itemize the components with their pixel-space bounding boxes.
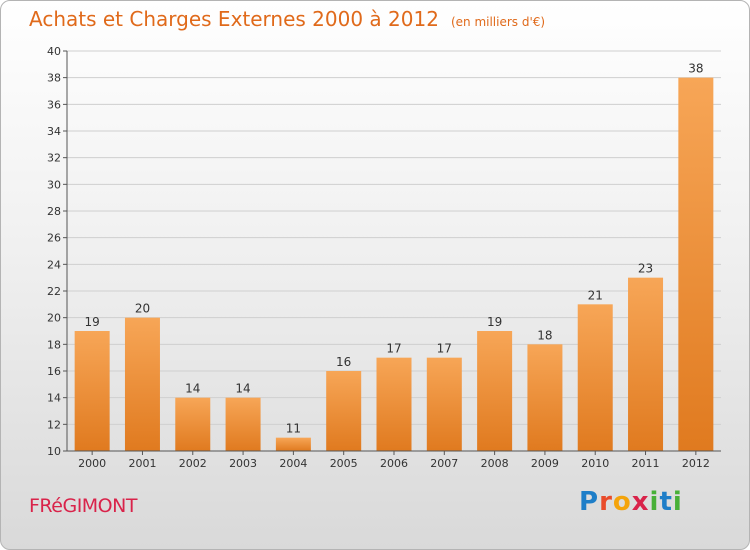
- y-tick-label: 10: [47, 445, 61, 458]
- x-tick-label: 2003: [229, 457, 257, 470]
- y-tick-label: 16: [47, 365, 61, 378]
- y-tick-label: 38: [47, 72, 61, 85]
- logo-letter: r: [599, 487, 613, 517]
- bar: [326, 371, 362, 451]
- bar-value-label: 16: [336, 355, 351, 369]
- bar-value-label: 17: [437, 342, 452, 356]
- bar-value-label: 23: [638, 262, 653, 276]
- bar: [628, 277, 664, 451]
- proxiti-logo: Proxiti: [579, 487, 683, 517]
- x-tick-label: 2000: [78, 457, 106, 470]
- bar: [275, 437, 311, 451]
- y-tick-label: 24: [47, 258, 61, 271]
- y-tick-label: 18: [47, 338, 61, 351]
- bar: [74, 331, 110, 451]
- x-tick-label: 2001: [128, 457, 156, 470]
- bar-value-label: 14: [185, 382, 200, 396]
- bar-value-label: 20: [135, 302, 150, 316]
- bar-value-label: 21: [588, 288, 603, 302]
- y-tick-label: 40: [47, 45, 61, 58]
- chart-title: Achats et Charges Externes 2000 à 2012 (e…: [29, 7, 545, 31]
- logo-letter: o: [612, 487, 632, 517]
- logo-letter: i: [649, 487, 660, 517]
- x-tick-label: 2006: [380, 457, 408, 470]
- x-tick-label: 2007: [430, 457, 458, 470]
- x-tick-label: 2002: [179, 457, 207, 470]
- y-tick-label: 34: [47, 125, 61, 138]
- y-tick-label: 32: [47, 152, 61, 165]
- bar-value-label: 18: [537, 328, 552, 342]
- y-tick-label: 12: [47, 418, 61, 431]
- y-tick-label: 36: [47, 98, 61, 111]
- bar-value-label: 17: [386, 342, 401, 356]
- bar: [678, 77, 714, 452]
- x-tick-label: 2009: [531, 457, 559, 470]
- y-tick-label: 28: [47, 205, 61, 218]
- x-axis: 2000 2001 2002 2003 2004 2005 2006 2007 2008 2009…: [67, 450, 721, 470]
- y-axis: 10 12 14 16 18 20 22 24 26 28 30 32 34 36 38 40: [47, 45, 68, 458]
- x-tick-label: 2010: [581, 457, 609, 470]
- x-tick-label: 2008: [481, 457, 509, 470]
- y-tick-label: 20: [47, 312, 61, 325]
- logo-letter: P: [579, 487, 600, 517]
- logo-letter: t: [659, 487, 673, 517]
- bar: [426, 357, 462, 451]
- y-tick-label: 30: [47, 178, 61, 191]
- title-text: Achats et Charges Externes 2000 à 2012: [29, 7, 439, 31]
- logo-letter: i: [672, 487, 683, 517]
- bar: [577, 304, 613, 451]
- x-tick-label: 2011: [632, 457, 660, 470]
- bar-value-label: 11: [286, 422, 301, 436]
- bar: [527, 344, 563, 451]
- bar: [376, 357, 412, 451]
- bar: [124, 317, 160, 451]
- x-tick-label: 2012: [682, 457, 710, 470]
- bar-value-label: 38: [688, 62, 703, 76]
- bar-value-label: 14: [235, 382, 250, 396]
- logo-letter: x: [631, 487, 650, 517]
- chart-subtitle: (en milliers d'€): [450, 15, 546, 29]
- x-tick-label: 2004: [279, 457, 307, 470]
- y-tick-label: 26: [47, 232, 61, 245]
- bar-value-label: 19: [487, 315, 502, 329]
- bar: [175, 397, 211, 451]
- x-tick-label: 2005: [330, 457, 358, 470]
- y-tick-label: 22: [47, 285, 61, 298]
- commune-name: FRéGIMONT: [29, 495, 137, 517]
- y-tick-label: 14: [47, 392, 61, 405]
- bar: [477, 331, 513, 451]
- bar-value-label: 19: [85, 315, 100, 329]
- bar: [225, 397, 261, 451]
- bars: 19 20 14 14 11 16 17 17 19 18 21 23 38: [74, 62, 714, 452]
